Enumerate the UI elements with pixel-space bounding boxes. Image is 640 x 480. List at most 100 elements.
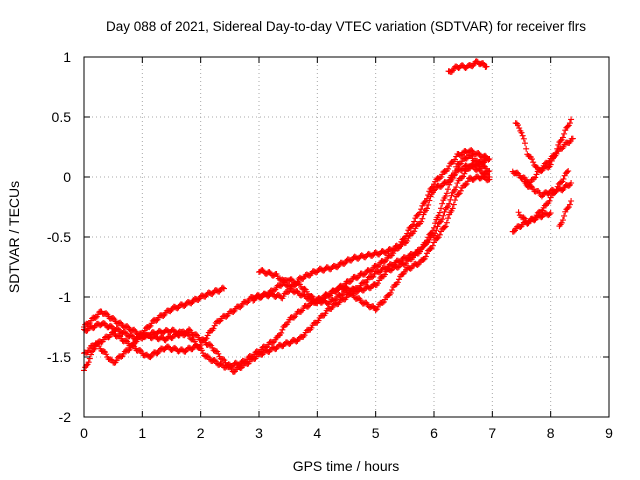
x-tick-label: 5 xyxy=(372,425,380,441)
data-point xyxy=(557,137,564,144)
data-point xyxy=(411,228,418,235)
data-point xyxy=(153,317,160,324)
y-tick-label: 0.5 xyxy=(52,109,72,125)
x-tick-label: 2 xyxy=(197,425,205,441)
data-point xyxy=(266,269,273,276)
data-point xyxy=(182,348,189,355)
data-point xyxy=(403,233,409,240)
series-3 xyxy=(81,147,493,366)
data-point xyxy=(308,324,315,331)
data-point xyxy=(439,200,446,207)
data-point xyxy=(127,344,134,351)
data-point xyxy=(568,198,575,204)
data-point xyxy=(421,199,428,206)
series-6 xyxy=(445,58,576,235)
data-point xyxy=(561,212,568,219)
data-point xyxy=(361,271,367,278)
data-point xyxy=(147,354,154,361)
data-point xyxy=(441,208,448,215)
data-point xyxy=(555,141,562,148)
data-point xyxy=(117,319,124,326)
series-5 xyxy=(256,173,493,314)
data-point xyxy=(186,332,192,339)
data-point xyxy=(475,150,482,156)
data-point xyxy=(280,293,287,300)
data-point xyxy=(446,163,453,170)
data-point xyxy=(533,171,540,178)
data-point xyxy=(510,228,517,235)
y-tick-label: 1 xyxy=(63,49,71,65)
data-point xyxy=(436,209,443,216)
data-point xyxy=(558,179,565,186)
data-point xyxy=(291,314,297,321)
data-point xyxy=(443,204,450,211)
data-point xyxy=(107,356,114,363)
x-tick-label: 8 xyxy=(547,425,555,441)
data-point xyxy=(220,356,227,363)
data-point xyxy=(443,190,450,197)
data-point xyxy=(565,168,572,174)
data-point xyxy=(429,227,436,234)
data-point xyxy=(418,206,425,213)
data-point xyxy=(223,313,230,320)
data-point xyxy=(552,152,559,159)
data-point xyxy=(457,187,464,194)
data-point xyxy=(96,342,103,349)
data-point xyxy=(450,201,457,208)
data-point xyxy=(110,314,117,321)
data-point xyxy=(564,123,571,130)
data-point xyxy=(522,140,528,147)
data-point xyxy=(560,175,567,182)
data-point xyxy=(394,279,401,286)
ticks-layer xyxy=(83,56,610,418)
x-axis-label: GPS time / hours xyxy=(293,458,400,474)
data-point xyxy=(544,200,551,207)
data-point xyxy=(559,187,566,194)
data-point xyxy=(435,212,442,219)
data-point xyxy=(467,152,474,159)
data-point xyxy=(456,161,463,168)
data-point xyxy=(432,220,439,227)
data-point xyxy=(387,290,394,297)
data-point xyxy=(154,350,161,357)
data-point xyxy=(425,201,432,208)
data-point xyxy=(474,157,481,164)
data-point xyxy=(396,276,402,283)
data-point xyxy=(514,169,521,176)
data-point xyxy=(553,149,560,156)
chart-title: Day 088 of 2021, Sidereal Day-to-day VTE… xyxy=(106,19,586,34)
data-point xyxy=(397,242,404,249)
data-point xyxy=(375,303,381,310)
data-point xyxy=(382,271,388,278)
data-point xyxy=(414,261,421,268)
data-point xyxy=(424,195,430,202)
data-point xyxy=(376,277,383,284)
x-tick-label: 7 xyxy=(488,425,496,441)
data-point xyxy=(404,230,411,237)
data-point xyxy=(146,332,153,339)
data-point xyxy=(518,129,525,136)
data-point xyxy=(237,304,244,311)
data-point xyxy=(429,242,436,249)
data-point xyxy=(121,328,128,335)
y-tick-label: -2 xyxy=(59,409,72,425)
data-point xyxy=(211,322,218,329)
data-point xyxy=(545,164,552,171)
data-point xyxy=(431,224,437,231)
data-point xyxy=(128,332,135,339)
data-point xyxy=(460,173,467,180)
data-point xyxy=(463,180,470,187)
x-tick-label: 3 xyxy=(255,425,263,441)
data-point xyxy=(218,360,225,367)
data-point xyxy=(424,237,430,244)
data-point xyxy=(559,217,566,224)
data-point xyxy=(461,170,468,177)
data-point xyxy=(362,279,369,286)
data-point xyxy=(303,288,310,295)
data-point xyxy=(446,181,453,188)
data-point xyxy=(139,335,146,342)
data-point xyxy=(434,223,441,230)
data-point xyxy=(204,332,211,339)
data-point xyxy=(315,317,322,324)
y-tick-label: 0 xyxy=(63,169,71,185)
